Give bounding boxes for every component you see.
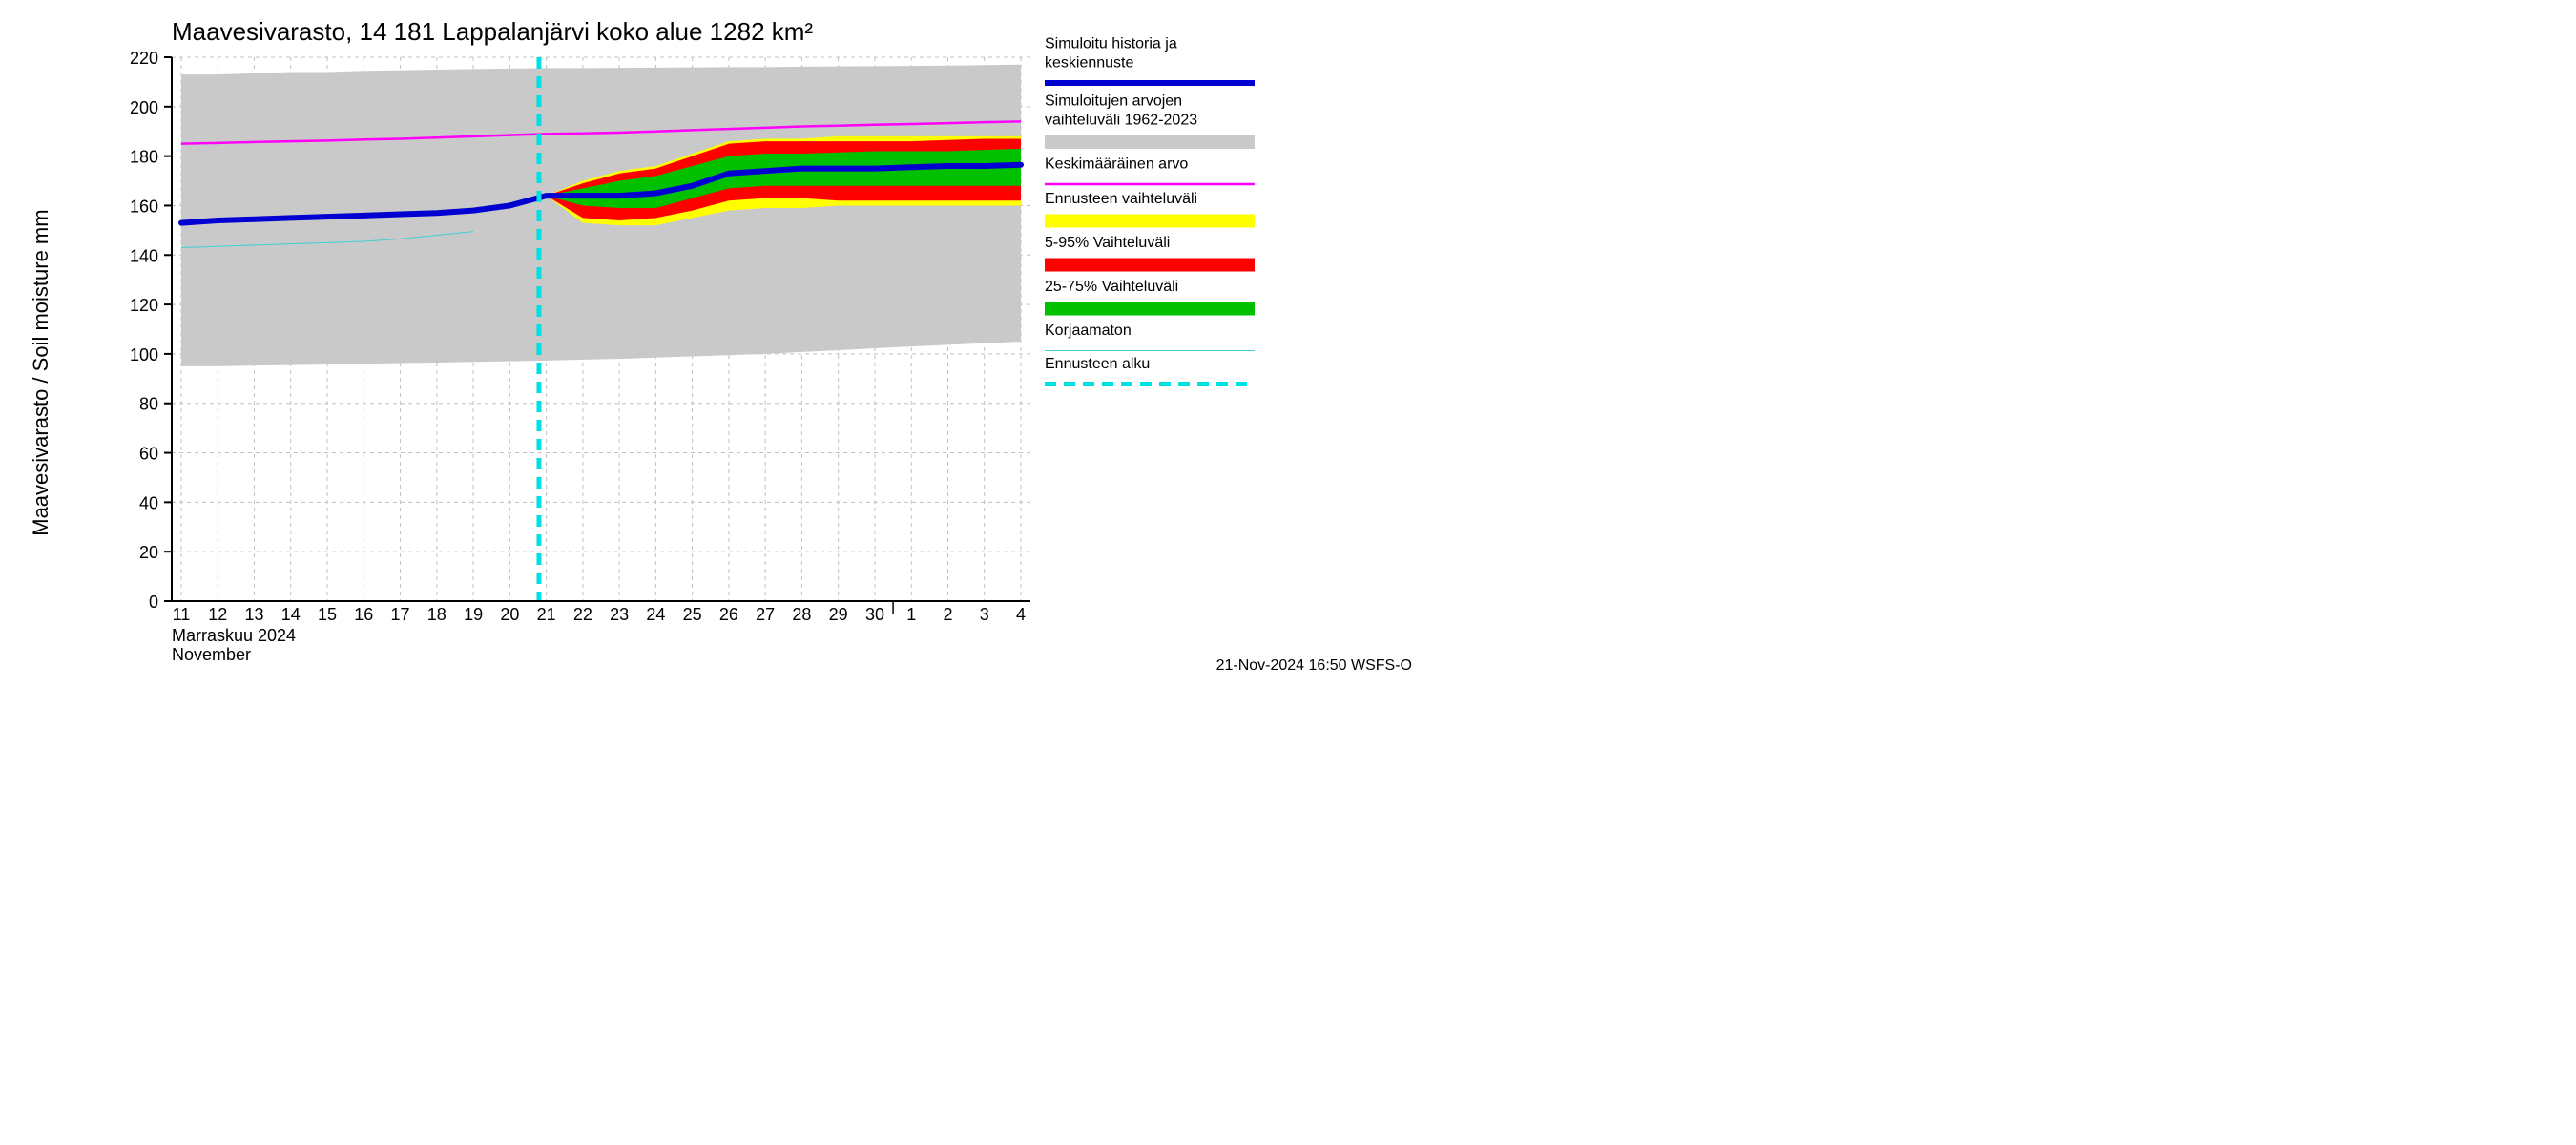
footer-timestamp: 21-Nov-2024 16:50 WSFS-O <box>1216 657 1412 674</box>
legend-label: Keskimääräinen arvo <box>1045 156 1188 172</box>
y-tick-label: 60 <box>139 445 158 464</box>
x-tick-label: 19 <box>464 605 483 624</box>
y-tick-label: 180 <box>130 148 158 167</box>
legend-label: Simuloitu historia ja <box>1045 35 1177 52</box>
legend-label: Korjaamaton <box>1045 323 1132 339</box>
x-tick-label: 3 <box>980 605 989 624</box>
x-tick-label: 22 <box>573 605 592 624</box>
legend-swatch <box>1045 302 1255 316</box>
x-tick-label: 30 <box>865 605 884 624</box>
x-tick-label: 13 <box>245 605 264 624</box>
x-tick-label: 12 <box>208 605 227 624</box>
x-tick-label: 27 <box>756 605 775 624</box>
soil-moisture-chart: 0204060801001201401601802002201112131415… <box>0 0 1431 687</box>
legend-label: vaihteluväli 1962-2023 <box>1045 112 1197 128</box>
x-axis-label-line: Marraskuu 2024 <box>172 626 296 645</box>
y-tick-label: 200 <box>130 98 158 117</box>
x-tick-label: 17 <box>391 605 410 624</box>
x-tick-label: 4 <box>1016 605 1026 624</box>
y-tick-label: 160 <box>130 197 158 216</box>
y-tick-label: 100 <box>130 345 158 364</box>
x-tick-label: 14 <box>281 605 301 624</box>
x-tick-label: 11 <box>173 605 191 624</box>
x-tick-label: 2 <box>943 605 952 624</box>
legend-swatch <box>1045 215 1255 228</box>
legend-label: Ennusteen alku <box>1045 356 1150 372</box>
x-tick-label: 23 <box>610 605 629 624</box>
legend-label: Simuloitujen arvojen <box>1045 93 1182 109</box>
legend-label: Ennusteen vaihteluväli <box>1045 191 1197 207</box>
y-axis-label: Maavesivarasto / Soil moisture mm <box>29 209 52 535</box>
y-tick-label: 20 <box>139 543 158 562</box>
x-tick-label: 26 <box>719 605 738 624</box>
x-tick-label: 1 <box>906 605 916 624</box>
y-tick-label: 220 <box>130 49 158 68</box>
x-tick-label: 21 <box>537 605 556 624</box>
legend-label: keskiennuste <box>1045 54 1133 71</box>
legend-swatch <box>1045 135 1255 149</box>
y-tick-label: 0 <box>149 593 158 612</box>
x-tick-label: 16 <box>354 605 373 624</box>
legend-label: 5-95% Vaihteluväli <box>1045 235 1170 251</box>
y-tick-label: 80 <box>139 395 158 414</box>
x-tick-label: 29 <box>829 605 848 624</box>
x-tick-label: 25 <box>683 605 702 624</box>
x-axis-label-line: November <box>172 645 251 664</box>
x-tick-label: 15 <box>318 605 337 624</box>
x-tick-label: 18 <box>427 605 447 624</box>
y-tick-label: 140 <box>130 246 158 265</box>
x-tick-label: 24 <box>646 605 665 624</box>
legend-label: 25-75% Vaihteluväli <box>1045 279 1178 295</box>
y-tick-label: 120 <box>130 296 158 315</box>
x-tick-label: 20 <box>500 605 519 624</box>
legend-swatch <box>1045 259 1255 272</box>
y-tick-label: 40 <box>139 493 158 512</box>
chart-title: Maavesivarasto, 14 181 Lappalanjärvi kok… <box>172 17 813 46</box>
x-tick-label: 28 <box>792 605 811 624</box>
